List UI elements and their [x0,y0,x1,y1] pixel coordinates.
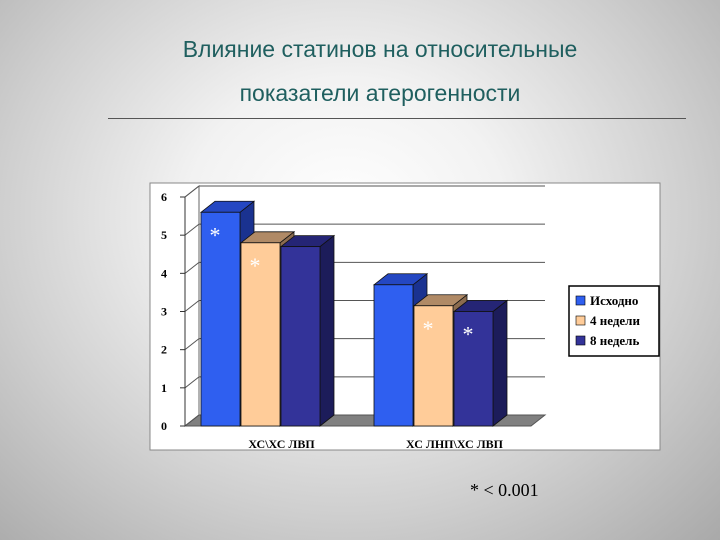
gridline-slant [184,376,200,389]
bar [200,211,241,427]
gridline-slant [184,261,200,274]
y-tick-label: 1 [161,381,167,395]
legend-label: 4 недели [590,313,640,328]
significance-mark: * [250,253,261,278]
y-tick-label: 2 [161,343,167,357]
bar [373,284,414,427]
x-category-label: ХС ЛНП\ХС ЛВП [406,437,504,451]
gridline-slant [184,414,200,427]
y-tick-label: 6 [161,190,167,204]
y-tick-label: 4 [161,266,167,280]
y-tick-label: 0 [161,419,167,433]
legend-swatch [575,295,586,306]
legend-swatch [575,315,586,326]
y-tick-label: 5 [161,228,167,242]
gridline-slant [184,185,200,198]
y-tick-label: 3 [161,305,167,319]
bar [280,246,321,427]
legend-label: 8 недель [590,333,639,348]
significance-mark: * [423,316,434,341]
gridline-slant [184,338,200,351]
bar [413,305,454,427]
title-divider [108,118,686,119]
legend-swatch [575,335,586,346]
bar-side [492,299,508,427]
gridline-slant [184,300,200,312]
significance-footnote: * < 0.001 [470,480,539,500]
slide-title-line-2: показатели атерогенности [239,80,521,106]
significance-mark: * [463,322,474,347]
bar [453,311,494,427]
significance-mark: * [210,222,221,247]
gridline-slant [184,223,200,236]
x-category-label: ХС\ХС ЛВП [248,437,315,451]
bar-side [319,234,335,427]
slide-title-line-1: Влияние статинов на относительные [182,36,578,62]
bar [240,242,281,427]
legend-label: Исходно [590,293,638,308]
